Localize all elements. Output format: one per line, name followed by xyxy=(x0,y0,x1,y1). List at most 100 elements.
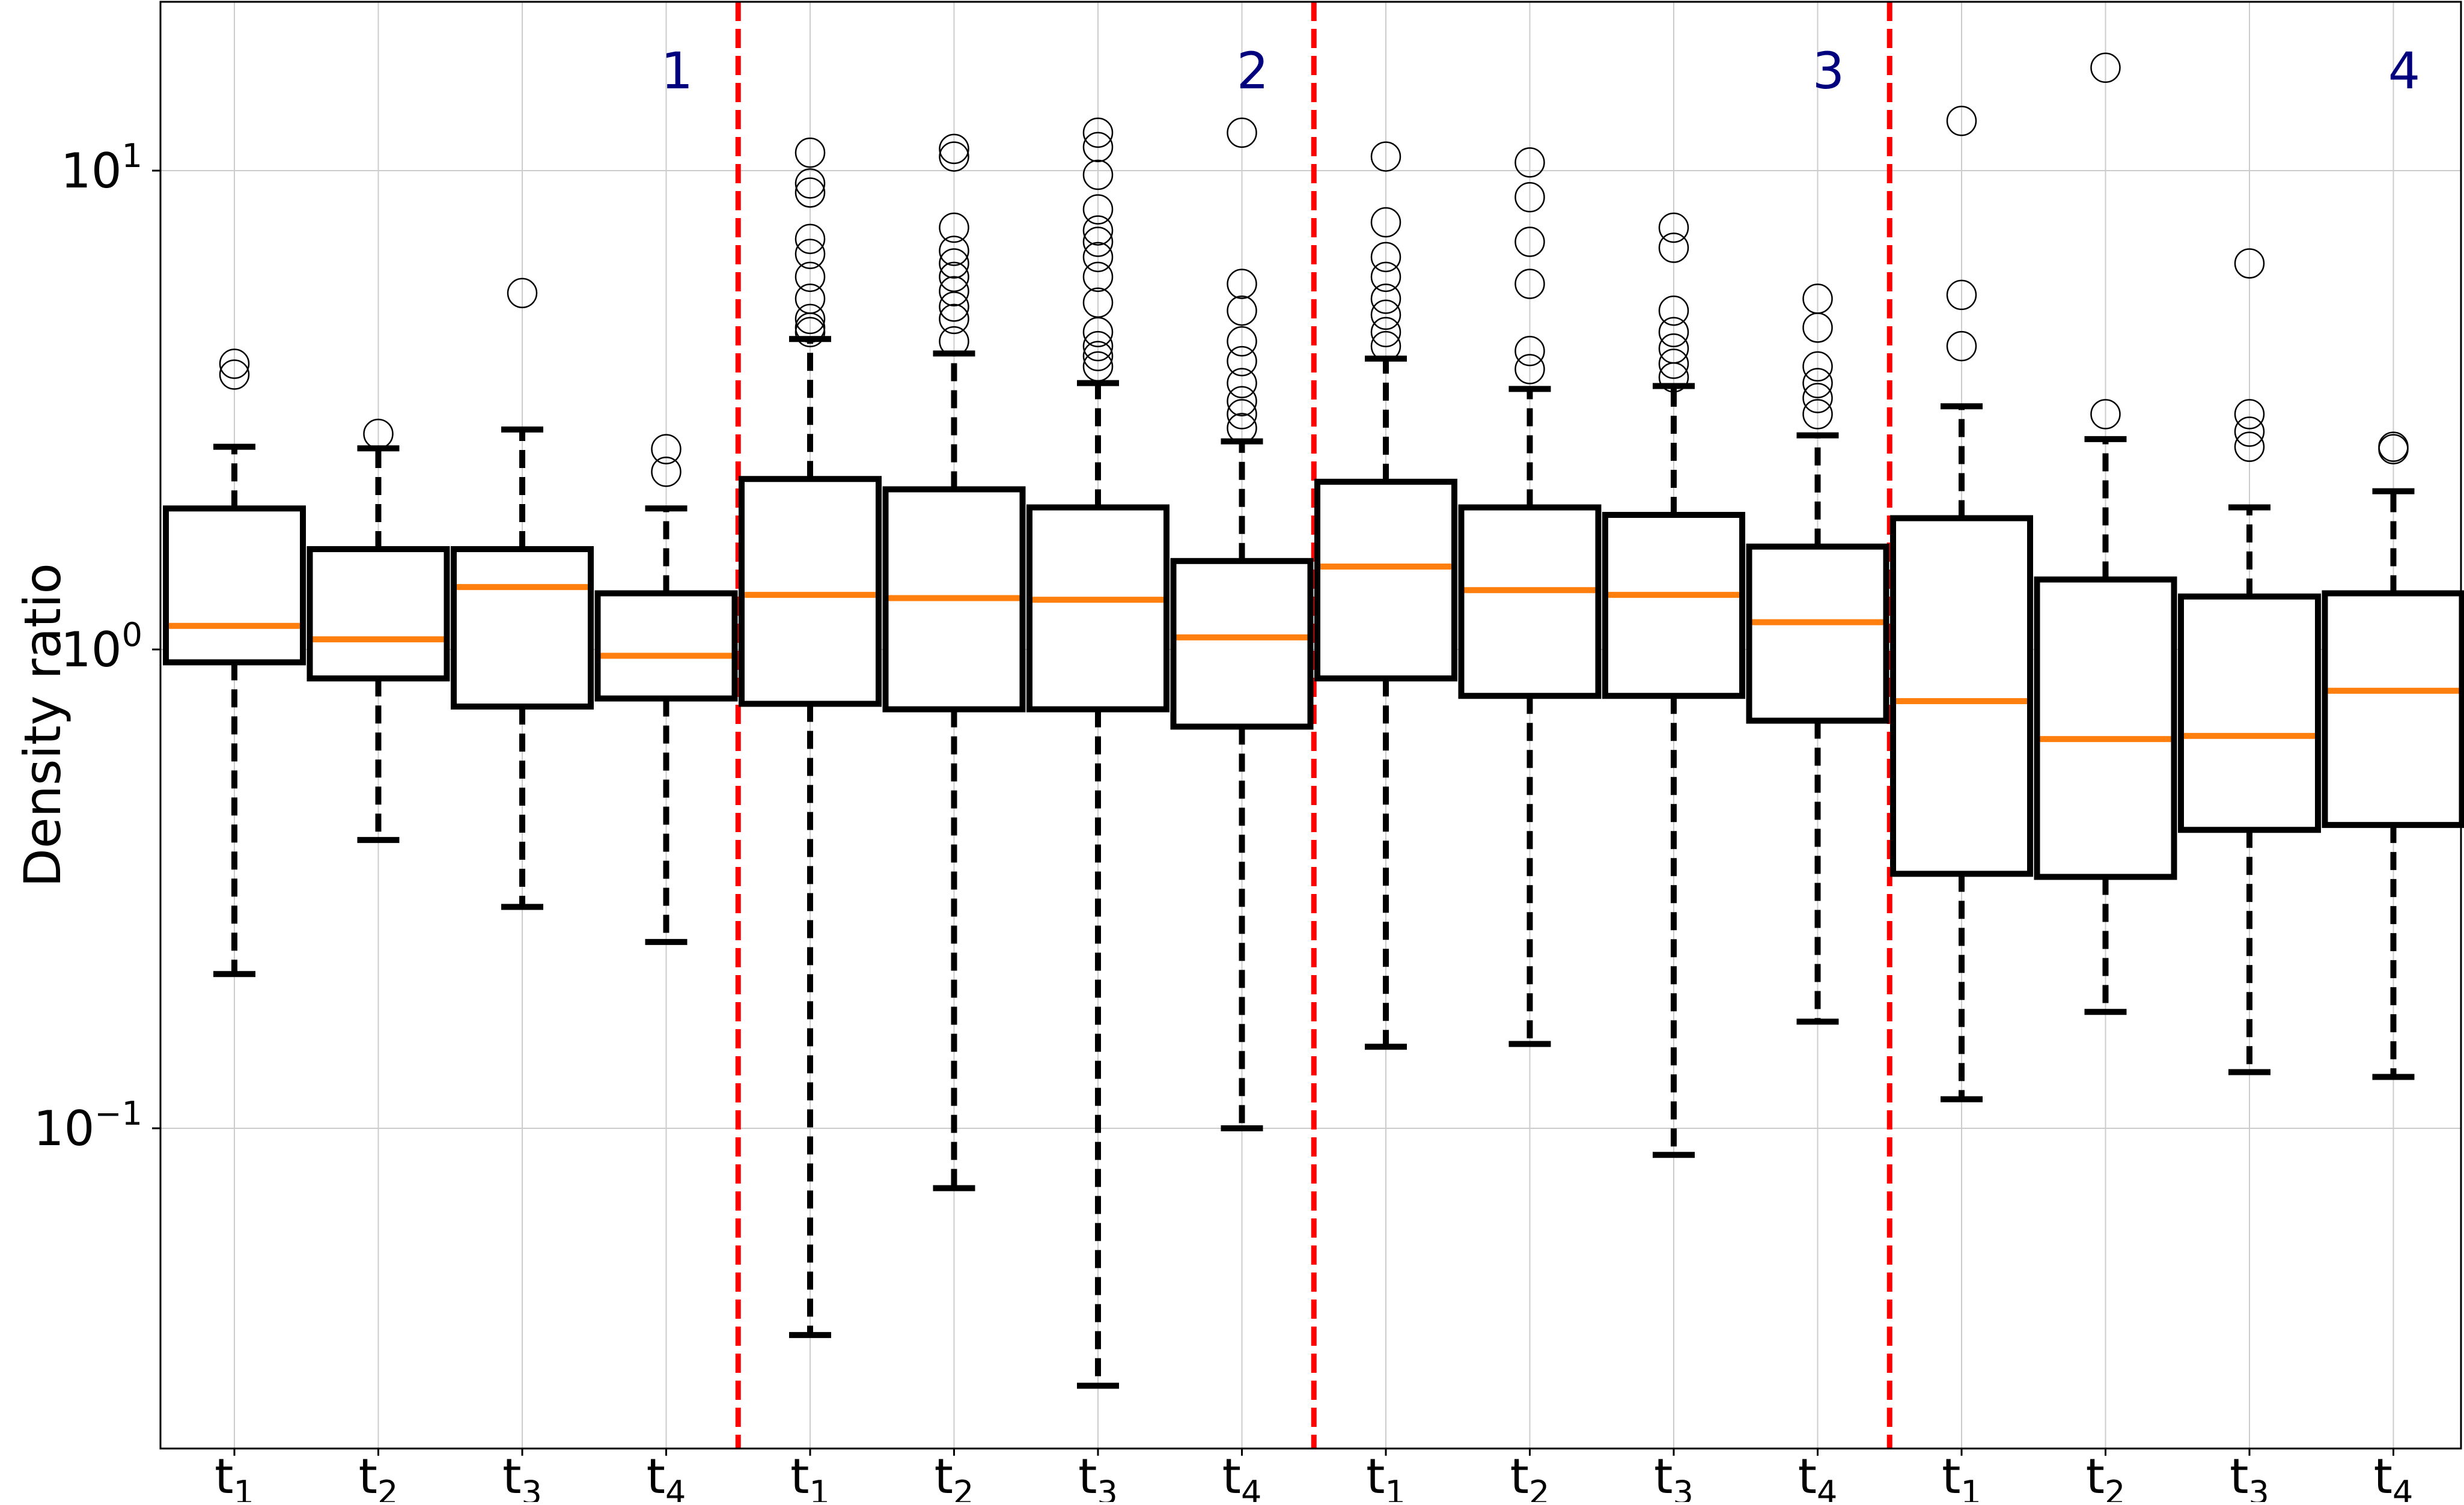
outlier-point xyxy=(939,291,969,322)
box-body xyxy=(1170,558,1314,730)
outlier-point xyxy=(1370,284,1401,314)
x-tick-label: t3 xyxy=(2230,1449,2269,1502)
y-tick-label: 10−1 xyxy=(34,1095,142,1157)
plot-frame xyxy=(159,1,2462,1450)
outlier-point xyxy=(363,418,394,449)
x-tick-label: t4 xyxy=(1798,1449,1838,1502)
box-3-t2 xyxy=(1458,147,1602,1047)
box-body xyxy=(1602,512,1745,699)
outlier-point xyxy=(2234,399,2265,430)
outlier-point xyxy=(794,284,826,314)
x-tick-label: t4 xyxy=(647,1449,686,1502)
box-body xyxy=(2034,576,2177,880)
outlier-point xyxy=(1082,159,1114,190)
box-2-t3 xyxy=(1026,117,1169,1389)
outlier-point xyxy=(1370,207,1401,238)
box-4-t3 xyxy=(2178,248,2321,1075)
outlier-point xyxy=(651,457,682,487)
box-2-t2 xyxy=(882,133,1026,1191)
y-tick-label: 101 xyxy=(61,137,142,199)
outlier-point xyxy=(2234,248,2265,279)
box-body xyxy=(451,546,594,710)
outlier-point xyxy=(507,278,538,309)
outlier-point xyxy=(939,276,969,306)
outlier-point xyxy=(1082,341,1114,371)
outlier-point xyxy=(1802,351,1833,382)
outlier-point xyxy=(1370,141,1401,172)
outlier-point xyxy=(1946,279,1977,311)
box-1-t1 xyxy=(163,348,306,977)
outlier-point xyxy=(939,141,969,172)
box-4-t1 xyxy=(1890,106,2033,1102)
box-2-t4 xyxy=(1170,117,1314,1131)
x-tick-label: t2 xyxy=(2086,1449,2126,1502)
x-tick-label: t3 xyxy=(502,1449,542,1502)
box-body xyxy=(163,505,306,666)
outlier-point xyxy=(939,261,969,293)
box-3-t4 xyxy=(1746,284,1889,1025)
x-tick-label: t4 xyxy=(1222,1449,1262,1502)
outlier-point xyxy=(1658,295,1689,326)
box-1-t2 xyxy=(306,418,450,844)
box-4-t4 xyxy=(2322,431,2464,1080)
group-label-3: 3 xyxy=(1813,41,1844,100)
outlier-point xyxy=(1082,117,1114,148)
outlier-point xyxy=(1946,330,1977,362)
outlier-point xyxy=(1802,284,1833,314)
box-body xyxy=(1746,543,1889,724)
outlier-point xyxy=(1514,227,1545,257)
group-labels: 1 2 3 4 xyxy=(661,41,2420,100)
x-tick-label: t4 xyxy=(2374,1449,2414,1502)
box-1-t4 xyxy=(594,434,738,945)
outlier-point xyxy=(219,359,250,390)
outlier-point xyxy=(1082,261,1114,293)
outlier-point xyxy=(1514,336,1545,366)
box-4-t2 xyxy=(2034,52,2177,1015)
outlier-point xyxy=(1227,117,1257,148)
x-tick-label: t2 xyxy=(935,1449,974,1502)
x-tick-label: t3 xyxy=(1078,1449,1118,1502)
box-body xyxy=(2178,593,2321,833)
outlier-point xyxy=(651,434,682,464)
outlier-point xyxy=(794,261,826,293)
outlier-point xyxy=(1802,383,1833,413)
box-body xyxy=(1314,478,1457,682)
outlier-point xyxy=(1802,399,1833,430)
outlier-point xyxy=(939,212,969,243)
outlier-point xyxy=(1227,399,1257,430)
outlier-point xyxy=(1658,233,1689,263)
outlier-point xyxy=(1227,413,1257,443)
outlier-point xyxy=(1082,194,1114,225)
box-1-t3 xyxy=(451,278,594,910)
outlier-point xyxy=(939,303,969,335)
outlier-point xyxy=(1370,330,1401,362)
outlier-point xyxy=(1227,326,1257,357)
box-body xyxy=(306,546,450,682)
outlier-point xyxy=(1658,212,1689,243)
outlier-point xyxy=(1227,269,1257,299)
outlier-point xyxy=(939,133,969,165)
box-body xyxy=(2322,590,2464,829)
outlier-point xyxy=(1227,386,1257,416)
outlier-point xyxy=(219,348,250,379)
outlier-point xyxy=(1514,269,1545,299)
outlier-point xyxy=(1082,227,1114,257)
outlier-point xyxy=(939,326,969,357)
outlier-point xyxy=(794,168,826,199)
outlier-point xyxy=(2090,52,2121,84)
outlier-point xyxy=(1514,354,1545,385)
box-layer xyxy=(163,52,2464,1389)
x-tick-label: t2 xyxy=(1510,1449,1550,1502)
outlier-point xyxy=(1658,333,1689,364)
x-tick-label: t1 xyxy=(790,1449,830,1502)
outlier-point xyxy=(1370,242,1401,273)
x-tick-label: t1 xyxy=(1942,1449,1981,1502)
x-tick-label: t1 xyxy=(1366,1449,1406,1502)
axis-ticks: t1 t2 t3 t4 t1 t2 t3 t4 t1 t2 t3 t4 t1 t2 t3 t4 10−1 100 1… xyxy=(34,137,2414,1505)
outlier-point xyxy=(794,303,826,335)
box-body xyxy=(1458,504,1602,699)
group-label-4: 4 xyxy=(2388,41,2420,100)
outlier-point xyxy=(1370,317,1401,348)
